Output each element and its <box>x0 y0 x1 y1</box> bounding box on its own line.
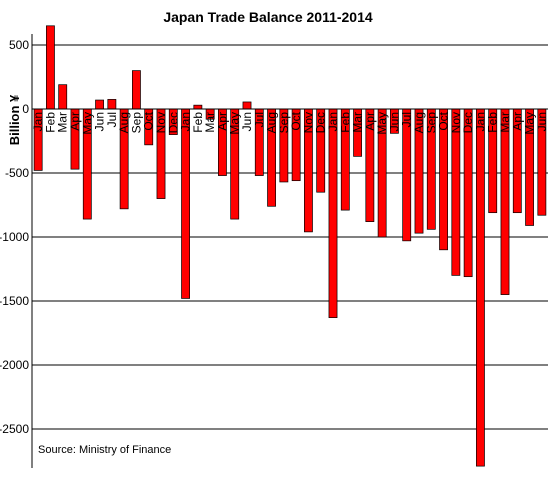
x-category-label: Aug <box>412 112 426 133</box>
x-category-label: Feb <box>191 112 205 133</box>
bar <box>107 99 117 110</box>
bar <box>58 84 68 110</box>
bar <box>328 108 338 318</box>
x-category-label: Nov <box>449 112 463 133</box>
bar <box>193 104 203 110</box>
x-category-label: Jun <box>535 112 549 131</box>
x-category-label: May <box>375 112 389 135</box>
axes <box>31 34 548 468</box>
x-category-label: Feb <box>338 112 352 133</box>
x-category-label: Mar <box>56 112 70 133</box>
x-category-label: Mar <box>203 112 217 133</box>
x-category-label: Jun <box>93 112 107 131</box>
bar <box>500 108 510 295</box>
x-category-labels: JanFebMarAprMayJunJulAugSepOctNovDecJanF… <box>31 111 549 134</box>
x-category-label: Jan <box>473 112 487 131</box>
x-category-label: Apr <box>215 112 229 131</box>
y-tick-labels: 500 0 -500 -1000 -1500 -2000 -2500 <box>0 38 29 436</box>
x-category-label: Oct <box>437 111 451 130</box>
x-category-label: Feb <box>486 112 500 133</box>
x-category-label: Jul <box>252 112 266 127</box>
x-category-label: Feb <box>43 112 57 133</box>
x-category-label: Nov <box>154 112 168 133</box>
x-category-label: Aug <box>117 112 131 133</box>
bar <box>242 101 252 110</box>
source-note: Source: Ministry of Finance <box>38 444 171 456</box>
x-category-label: Sep <box>277 112 291 134</box>
x-category-label: May <box>228 112 242 135</box>
x-category-label: Jun <box>387 112 401 131</box>
x-category-label: Mar <box>351 112 365 133</box>
y-tick-label: -1000 <box>0 230 29 244</box>
x-category-label: Dec <box>166 112 180 133</box>
x-category-label: Sep <box>129 112 143 134</box>
x-category-label: Nov <box>301 112 315 133</box>
x-category-label: Jun <box>240 112 254 131</box>
bar <box>402 108 412 242</box>
bar <box>181 108 190 299</box>
x-category-label: Jan <box>326 112 340 131</box>
x-category-label: Oct <box>289 111 303 130</box>
y-tick-label: -1500 <box>0 294 29 308</box>
bar <box>476 108 485 467</box>
x-category-label: Apr <box>68 112 82 131</box>
y-tick-label: -500 <box>5 166 29 180</box>
y-tick-label: -2500 <box>0 422 29 436</box>
x-category-label: Aug <box>265 112 279 133</box>
x-category-label: Jul <box>105 112 119 127</box>
bar <box>132 70 141 110</box>
chart-title: Japan Trade Balance 2011-2014 <box>163 9 373 25</box>
bar <box>95 99 104 110</box>
y-axis-label: Billion ¥ <box>7 94 22 145</box>
y-tick-label: 500 <box>9 38 29 52</box>
x-category-label: Jul <box>400 112 414 127</box>
x-category-label: Oct <box>142 111 156 130</box>
x-category-label: May <box>80 112 94 135</box>
x-category-label: Dec <box>314 112 328 133</box>
x-category-label: Sep <box>424 112 438 134</box>
bars <box>33 25 547 467</box>
x-category-label: Apr <box>510 112 524 131</box>
bar <box>46 25 55 110</box>
x-category-label: Apr <box>363 112 377 131</box>
x-category-label: Jan <box>31 112 45 131</box>
x-category-label: Dec <box>461 112 475 133</box>
x-category-label: Jan <box>179 112 193 131</box>
x-category-label: Mar <box>498 112 512 133</box>
y-tick-label: -2000 <box>0 358 29 372</box>
y-tick-label: 0 <box>22 102 29 116</box>
x-category-label: May <box>523 112 537 135</box>
